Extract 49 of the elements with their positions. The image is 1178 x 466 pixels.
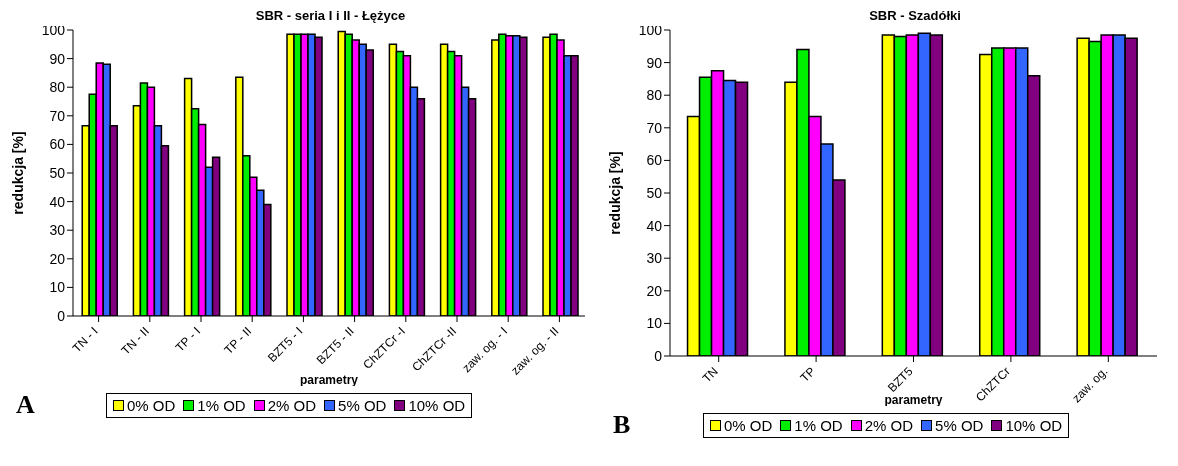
y-tick-label: 90 [49, 50, 66, 67]
y-tick-label: 20 [49, 250, 66, 267]
y-axis-title: redukcja [%] [9, 131, 26, 215]
y-tick-label: 40 [646, 217, 663, 234]
legend-label: 0% OD [723, 416, 773, 434]
legend-label: 1% OD [793, 416, 843, 434]
legend-label: 10% OD [407, 396, 466, 414]
legend-label: 2% OD [266, 396, 317, 414]
y-tick-label: 30 [646, 250, 663, 267]
y-tick-label: 0 [654, 347, 663, 364]
y-tick-label: 10 [646, 315, 663, 332]
y-tick-label: 70 [49, 107, 66, 124]
legend-label: 5% OD [934, 416, 984, 434]
x-tick-label: TP - I [172, 324, 204, 355]
chart-title: SBR - Szadółki [868, 8, 962, 25]
y-tick-label: 10 [49, 279, 66, 296]
y-tick-label: 80 [49, 79, 66, 96]
y-tick-label: 100 [638, 21, 663, 38]
legend-label: 1% OD [196, 396, 246, 414]
legend-label: 0% OD [126, 396, 176, 414]
legend-label: 5% OD [337, 396, 387, 414]
y-tick-label: 100 [41, 21, 66, 38]
legend-label: 10% OD [1004, 416, 1063, 434]
x-tick-label: zaw. og. [1069, 364, 1111, 406]
y-tick-label: 50 [49, 164, 66, 181]
y-axis-title: redukcja [%] [606, 151, 623, 235]
x-tick-label: zaw. og. - II [508, 324, 562, 378]
legend-label: 2% OD [863, 416, 914, 434]
y-tick-label: 80 [646, 87, 663, 104]
chart-title: SBR - seria I i II - Łężyce [254, 8, 407, 25]
x-axis-title: parametry [884, 393, 943, 407]
x-tick-label: TN [699, 364, 721, 386]
y-tick-label: 90 [646, 54, 663, 71]
y-tick-label: 30 [49, 222, 66, 239]
y-tick-label: 0 [57, 307, 66, 324]
x-tick-label: TP - II [221, 324, 255, 358]
x-axis-title: parametry [299, 373, 359, 387]
x-tick-label: TN - II [118, 324, 152, 358]
y-tick-label: 40 [49, 193, 66, 210]
y-tick-label: 70 [646, 119, 663, 136]
x-tick-label: TP [797, 364, 819, 385]
text: A [16, 390, 35, 419]
x-tick-label: zaw. og. - I [459, 324, 511, 376]
y-tick-label: 20 [646, 282, 663, 299]
y-tick-label: 50 [646, 184, 663, 201]
y-tick-label: 60 [49, 136, 66, 153]
y-tick-label: 60 [646, 152, 663, 169]
x-tick-label: TN - I [69, 324, 101, 356]
text: B [613, 410, 631, 439]
